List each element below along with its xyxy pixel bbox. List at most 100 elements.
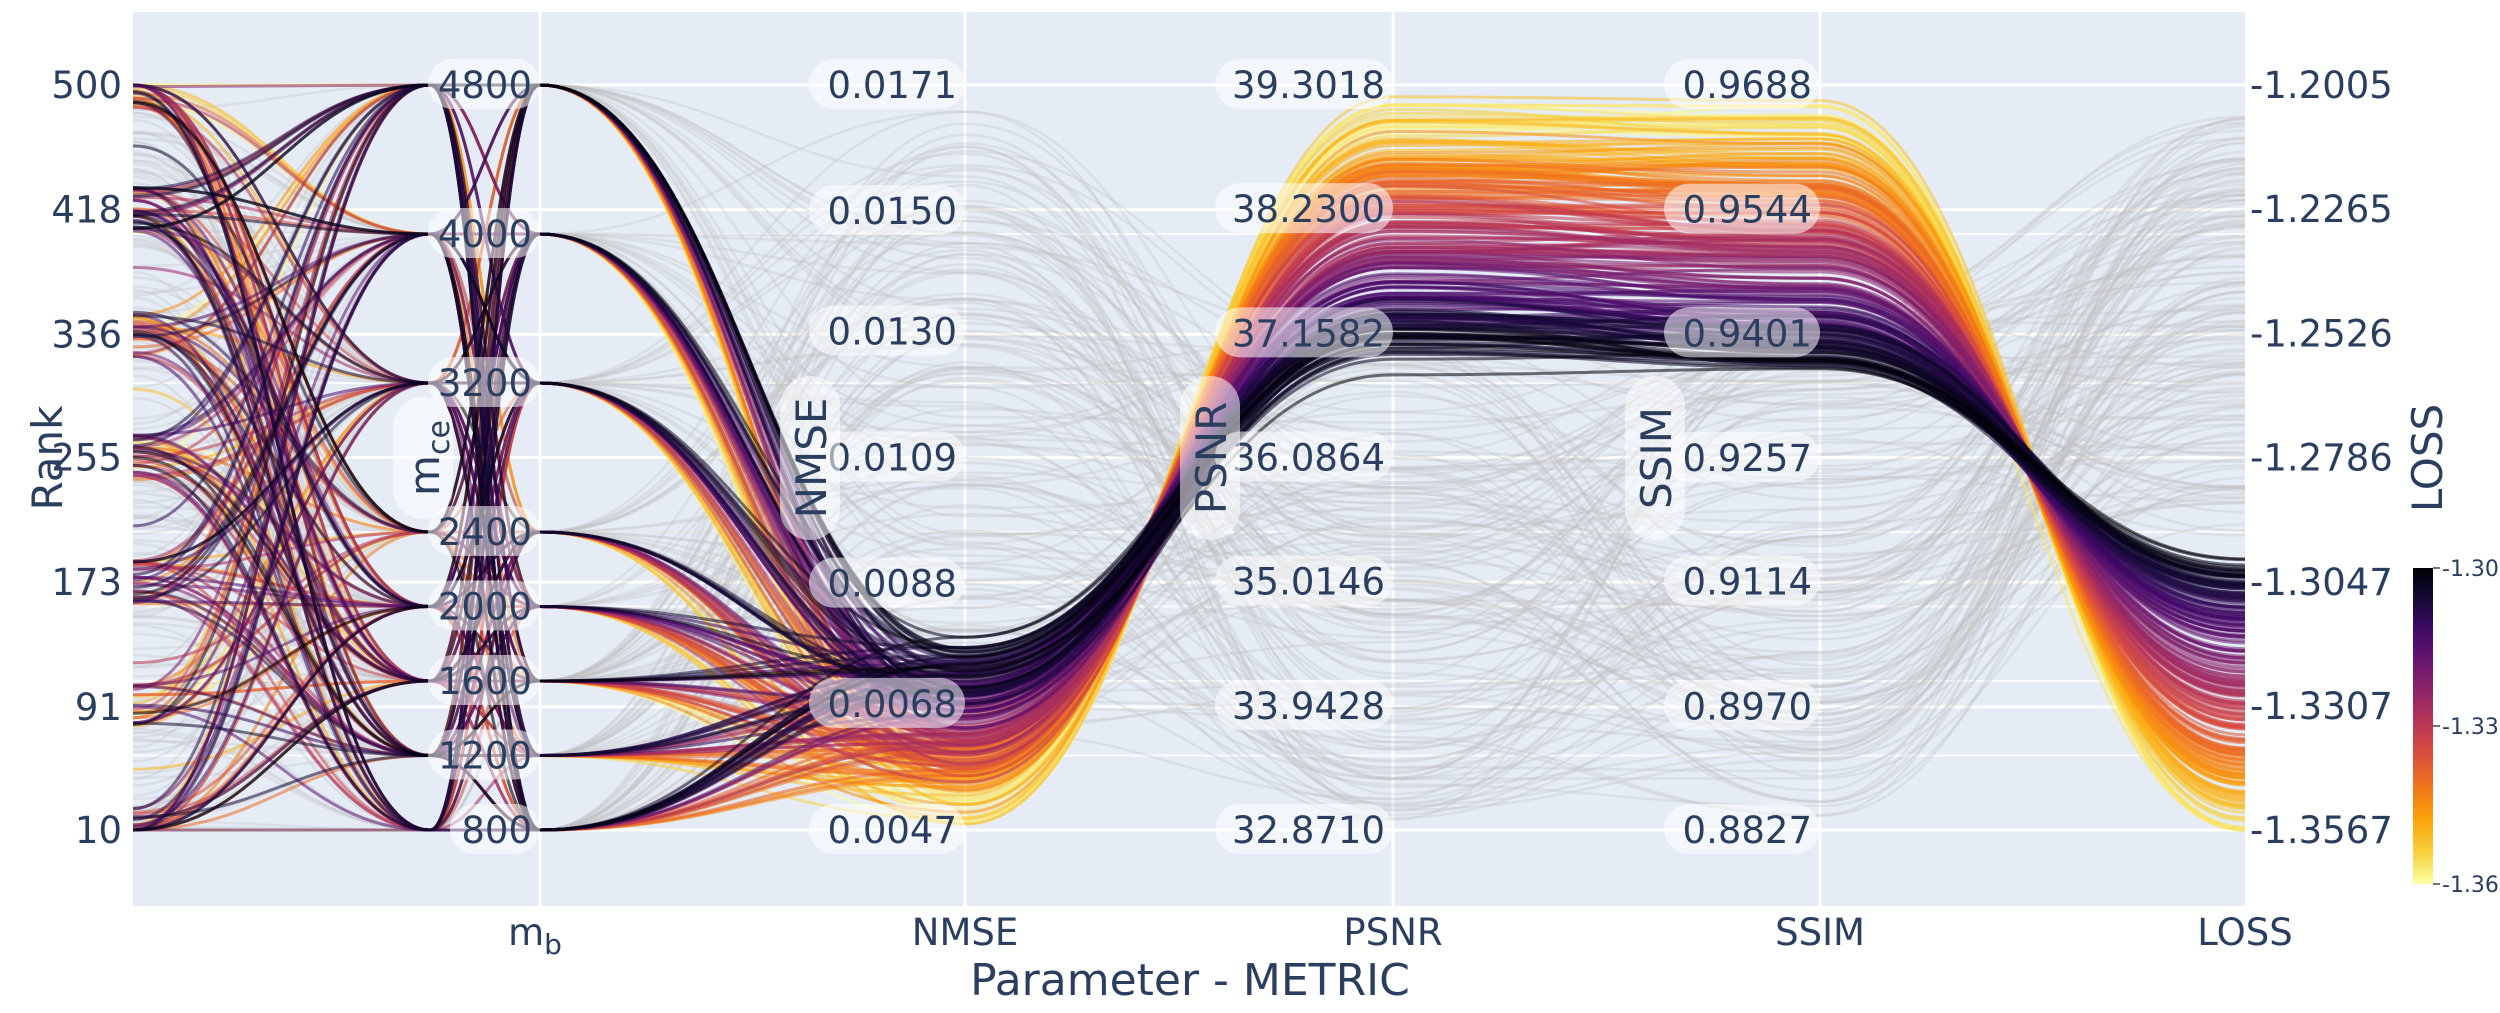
nmse-tick: 0.0130 [809, 305, 965, 356]
axis-title-bg [1180, 376, 1240, 540]
tick-label: 0.0150 [828, 190, 957, 233]
rank-tick-label: 255 [51, 437, 122, 480]
tick-label: 0.9688 [1683, 64, 1812, 107]
nmse-tick: 0.0068 [809, 677, 965, 728]
tick-label: 0.9544 [1683, 189, 1812, 232]
axis-title-bg [1625, 376, 1685, 540]
filtered-line [132, 150, 2246, 683]
filtered-line [132, 270, 2246, 832]
tick-label-bg [1664, 183, 1820, 234]
ssim-tick: 0.9114 [1664, 555, 1820, 606]
tick-label-bg [450, 804, 540, 854]
tick-label: 1200 [438, 735, 532, 778]
filtered-line [132, 207, 2246, 832]
m_b-tick: 2000 [428, 580, 540, 631]
rank-tick-label: 418 [51, 189, 122, 232]
colorbar-tick-label: -1.30 [2442, 557, 2499, 582]
colorbar-tick-label: -1.36 [2442, 873, 2499, 898]
rank-axis-title: Rank [23, 405, 72, 511]
loss-tick-label: -1.2786 [2250, 437, 2393, 480]
nmse-tick: 0.0150 [809, 185, 965, 236]
axes: 10 91 173 255 336 418 500 -1.3567 -1.3307 -1.3047… [23, 59, 2452, 961]
tick-label-bg [1215, 183, 1393, 234]
m-ce-axis-title: mce [393, 396, 457, 520]
rank-tick-label: 336 [51, 313, 122, 356]
tick-label: 39.3018 [1232, 64, 1385, 107]
nmse-tick: 0.0088 [809, 557, 965, 608]
loss-tick-label: -1.3307 [2250, 685, 2393, 728]
tick-label-bg [428, 729, 540, 780]
rank-tick-label: 91 [75, 686, 122, 729]
tick-label-bg [428, 208, 540, 258]
tick-label-bg [428, 506, 540, 556]
highlighted-line [132, 83, 2246, 715]
loss-tick-label: -1.2526 [2250, 312, 2393, 355]
nmse-axis-title: NMSE [780, 376, 840, 540]
m_b-tick: 1600 [428, 655, 540, 705]
tick-label-bg [428, 655, 540, 705]
m_b-tick: 4800 [428, 59, 540, 109]
colorbar-gradient [2413, 568, 2433, 884]
psnr-tick: 36.0864 [1215, 431, 1393, 482]
psnr-bottom-label: PSNR [1343, 911, 1442, 954]
m_b-bottom-label: mb [508, 911, 562, 961]
m_b-tick: 3200 [428, 357, 540, 407]
axis-title-text: SSIM [1632, 407, 1681, 509]
m_b-tick: 800 [450, 804, 540, 854]
tick-label: 2000 [438, 586, 532, 629]
colorbar-tick-label: -1.33 [2442, 715, 2499, 740]
loss-tick-label: -1.2005 [2250, 64, 2393, 107]
tick-label: 3200 [438, 362, 532, 405]
m_b-tick: 4000 [428, 208, 540, 258]
tick-label: 0.9114 [1683, 561, 1812, 604]
psnr-tick: 32.8710 [1215, 804, 1393, 854]
tick-label-bg [428, 59, 540, 109]
ssim-tick: 0.9401 [1664, 307, 1820, 358]
axis-title-bg [393, 396, 453, 520]
psnr-tick: 38.2300 [1215, 183, 1393, 234]
rank-tick-label: 500 [51, 64, 122, 107]
tick-label: 0.9257 [1683, 437, 1812, 480]
psnr-tick: 37.1582 [1215, 307, 1393, 358]
nmse-tick: 0.0109 [809, 431, 965, 482]
tick-label: 1600 [438, 660, 532, 703]
tick-label-bg [1215, 804, 1393, 854]
axis-title-text: Rank [23, 405, 72, 511]
axis-title-subscript: ce [422, 420, 457, 455]
nmse-bottom-label: NMSE [912, 911, 1018, 954]
tick-label: 0.0130 [828, 310, 957, 353]
rank-tick-label: 10 [75, 809, 122, 852]
tick-label: 0.0068 [828, 683, 957, 726]
tick-label: 36.0864 [1232, 437, 1385, 480]
axis-title-bg [780, 376, 840, 540]
tick-label: 37.1582 [1232, 312, 1385, 355]
axis-title-text: PSNR [1187, 402, 1236, 515]
tick-label: 800 [461, 809, 532, 852]
loss-bottom-label: LOSS [2197, 911, 2292, 954]
tick-label-bg [1215, 307, 1393, 358]
ssim-bottom-label: SSIM [1775, 911, 1865, 954]
tick-label: 0.8970 [1683, 685, 1812, 728]
tick-label: 0.9401 [1683, 312, 1812, 355]
tick-label: 2400 [438, 511, 532, 554]
ssim-tick: 0.9688 [1664, 59, 1820, 109]
tick-label: 0.0171 [828, 64, 957, 107]
tick-label-bg [428, 357, 540, 407]
tick-label-bg [1215, 431, 1393, 482]
nmse-tick: 0.0171 [809, 59, 965, 109]
psnr-tick: 35.0146 [1215, 555, 1393, 606]
rank-tick-label: 173 [51, 561, 122, 604]
highlighted-line [132, 367, 2246, 758]
tick-label-bg [1664, 555, 1820, 606]
tick-label-bg [1215, 679, 1393, 730]
tick-label: 0.0109 [828, 437, 957, 480]
x-axis-title: Parameter - METRIC [970, 955, 1410, 1006]
tick-label-bg [1664, 59, 1820, 109]
tick-label: 0.8827 [1683, 809, 1812, 852]
tick-label-bg [1664, 307, 1820, 358]
ssim-tick: 0.9544 [1664, 183, 1820, 234]
tick-label: 0.0047 [828, 809, 957, 852]
tick-label: 32.8710 [1232, 809, 1385, 852]
tick-label: 0.0088 [828, 563, 957, 606]
tick-label-bg [809, 59, 965, 109]
